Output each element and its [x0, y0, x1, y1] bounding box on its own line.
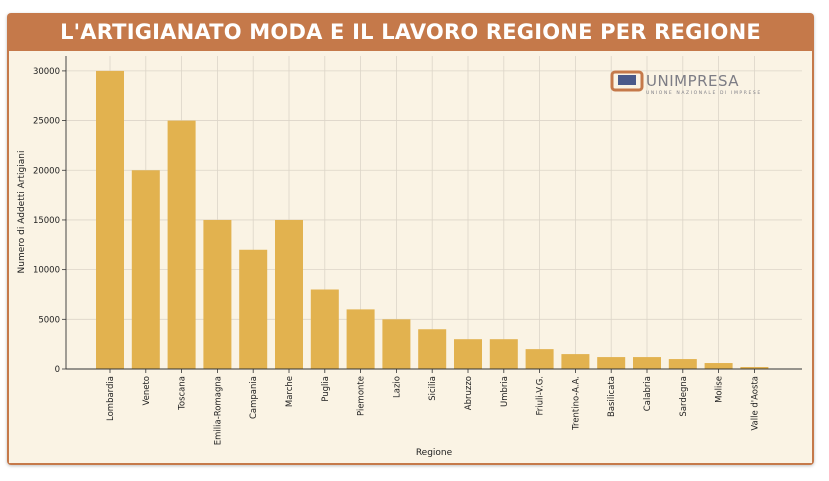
bar-marche: [275, 219, 303, 369]
bar-trentino-a-a-: [561, 354, 590, 369]
x-tick-label: Piemonte: [357, 376, 367, 416]
bars-group: [96, 70, 769, 370]
x-tick-label: Lombardia: [106, 376, 116, 421]
bar-puglia: [310, 289, 339, 369]
x-tick-label: Sicilia: [428, 376, 438, 401]
x-axis-label: Regione: [416, 448, 453, 458]
bar-friuli-v-g-: [525, 349, 554, 369]
x-tick-label: Marche: [285, 376, 295, 407]
x-tick-label: Valle d'Aosta: [750, 376, 760, 431]
y-tick-label: 25000: [33, 117, 60, 127]
bar-toscana: [167, 120, 196, 369]
x-tick-label: Calabria: [643, 376, 653, 411]
y-tick-label: 0: [55, 365, 60, 375]
bar-sardegna: [668, 359, 697, 369]
y-tick-label: 15000: [33, 216, 60, 226]
bar-veneto: [131, 170, 160, 369]
bar-abruzzo: [454, 339, 482, 369]
x-tick-label: Abruzzo: [464, 376, 474, 410]
logo-wordmark: UNIMPRESA: [646, 72, 739, 90]
bar-campania: [239, 249, 268, 369]
x-tick-label: Veneto: [142, 376, 152, 406]
x-tick-label: Puglia: [321, 376, 331, 402]
bar-valle-d-aosta: [740, 367, 769, 369]
logo-tagline: UNIONE NAZIONALE DI IMPRESE: [646, 90, 762, 96]
x-tick-label: Campania: [249, 376, 259, 419]
x-tick-label: Sardegna: [679, 376, 689, 417]
logo-mark-inner-icon: [618, 75, 636, 85]
bar-calabria: [633, 357, 661, 369]
bar-sicilia: [418, 329, 447, 369]
bar-basilicata: [597, 357, 626, 369]
x-tick-label: Toscana: [178, 376, 188, 411]
y-tick-labels: 0 5000 10000 15000 20000 25000 30000: [33, 67, 60, 375]
y-tick-label: 10000: [33, 266, 60, 276]
x-tick-label: Molise: [715, 376, 725, 403]
x-tick-label: Umbria: [500, 376, 510, 407]
bar-piemonte: [346, 309, 375, 369]
bar-lazio: [382, 319, 411, 369]
bar-umbria: [489, 339, 518, 369]
bar-emilia-romagna: [203, 219, 232, 369]
bar-lombardia: [96, 70, 124, 370]
bar-molise: [704, 363, 733, 369]
x-tick-label: Friuli-V.G.: [536, 376, 546, 416]
unimpresa-logo: UNIMPRESA UNIONE NAZIONALE DI IMPRESE: [610, 70, 762, 96]
logo-mark-icon: [610, 70, 644, 92]
y-tick-label: 20000: [33, 166, 60, 176]
x-tick-label: Emilia-Romagna: [213, 376, 223, 445]
x-tick-label: Trentino-A.A.: [571, 376, 581, 431]
x-tick-labels: Lombardia Veneto Toscana Emilia-Romagna Camp…: [106, 376, 760, 445]
axes: [62, 56, 802, 373]
chart-title: L'ARTIGIANATO MODA E IL LAVORO REGIONE P…: [60, 20, 761, 44]
y-tick-label: 30000: [33, 67, 60, 77]
y-axis-label: Numero di Addetti Artigiani: [17, 151, 27, 274]
x-tick-label: Basilicata: [607, 376, 617, 417]
x-tick-label: Lazio: [392, 376, 402, 398]
y-tick-label: 5000: [38, 315, 60, 325]
